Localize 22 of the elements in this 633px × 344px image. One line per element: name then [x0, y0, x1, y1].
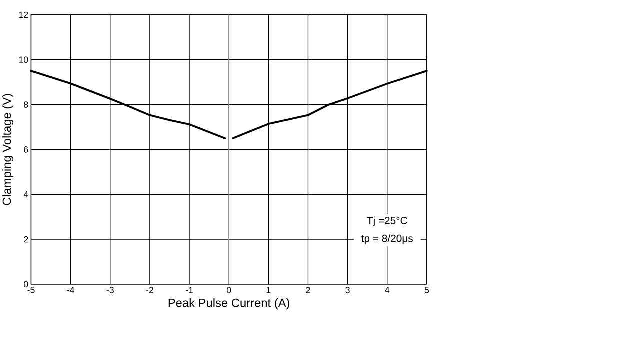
y-axis-title: Clamping Voltage (V) [2, 94, 14, 206]
y-tick-label: 12 [19, 12, 28, 18]
y-tick-label: 8 [24, 102, 28, 108]
y-tick-label: 0 [24, 281, 28, 288]
x-tick-label: -3 [106, 286, 114, 294]
annotation: Tj =25°C [367, 216, 408, 226]
x-tick-label: -2 [146, 286, 154, 294]
x-tick-label: 1 [266, 287, 271, 294]
x-axis-title: Peak Pulse Current (A) [168, 298, 290, 310]
annotation: tp = 8/20μs [362, 234, 413, 244]
x-tick-label: -4 [67, 287, 75, 294]
y-tick-label: 4 [24, 191, 28, 198]
x-tick-label: 5 [424, 287, 430, 294]
x-tick-label: -1 [186, 287, 194, 294]
x-tick-label: 2 [306, 286, 310, 294]
x-tick-label: 4 [385, 287, 390, 294]
y-tick-label: 10 [19, 56, 28, 63]
x-tick-label: 3 [346, 286, 350, 294]
x-tick-label: -5 [28, 287, 35, 294]
y-tick-label: 2 [24, 236, 28, 243]
y-tick-label: 6 [24, 146, 28, 153]
x-tick-label: 0 [226, 286, 232, 294]
